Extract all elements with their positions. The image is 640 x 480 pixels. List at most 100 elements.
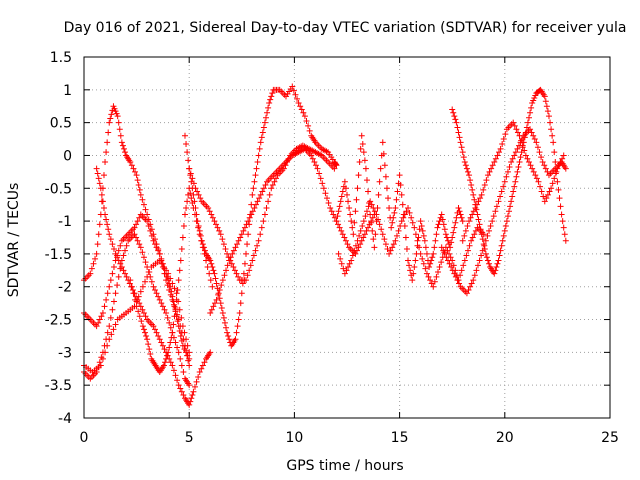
data-point — [114, 113, 121, 120]
data-point — [217, 231, 224, 238]
data-point — [252, 172, 259, 179]
data-point — [229, 250, 236, 257]
data-point — [87, 270, 94, 277]
data-point — [127, 159, 134, 166]
data-point — [324, 195, 331, 202]
data-point — [205, 204, 212, 211]
data-point — [219, 277, 226, 284]
data-point — [177, 332, 184, 339]
x-tick-label: 5 — [185, 430, 194, 446]
data-point — [259, 129, 266, 136]
data-point — [179, 234, 186, 241]
data-point — [499, 237, 506, 244]
data-point — [88, 265, 95, 272]
data-point — [112, 290, 119, 297]
data-point — [501, 178, 508, 185]
data-point — [367, 198, 374, 205]
data-point — [128, 162, 135, 169]
data-point — [338, 260, 345, 267]
data-point — [201, 359, 208, 366]
data-point — [328, 208, 335, 215]
data-point — [500, 232, 507, 239]
data-point — [213, 280, 220, 287]
data-point — [245, 218, 252, 225]
data-point — [171, 285, 178, 292]
data-point — [118, 264, 125, 271]
data-point — [219, 309, 226, 316]
data-point — [102, 211, 109, 218]
data-point — [530, 132, 537, 139]
data-point — [244, 272, 251, 279]
data-point — [226, 257, 233, 264]
data-point — [471, 272, 478, 279]
data-point — [544, 108, 551, 115]
data-point — [368, 201, 375, 208]
series-arc-8 — [186, 142, 338, 284]
data-point — [376, 221, 383, 228]
data-point — [337, 255, 344, 262]
data-point — [370, 204, 377, 211]
data-point — [133, 234, 140, 241]
data-point — [417, 250, 424, 257]
data-point — [195, 223, 202, 230]
data-point — [461, 159, 468, 166]
data-point — [414, 237, 421, 244]
data-point — [162, 359, 169, 366]
data-point — [319, 180, 326, 187]
data-point — [175, 277, 182, 284]
data-point — [161, 346, 168, 353]
data-point — [265, 198, 272, 205]
data-point — [207, 309, 214, 316]
data-point — [309, 155, 316, 162]
data-point — [351, 219, 358, 226]
data-point — [255, 152, 262, 159]
data-point — [175, 349, 182, 356]
data-point — [169, 362, 176, 369]
data-point — [392, 237, 399, 244]
data-point — [185, 357, 192, 364]
data-point — [232, 336, 239, 343]
data-point — [160, 362, 167, 369]
data-point — [187, 170, 194, 177]
data-point — [208, 211, 215, 218]
data-point — [139, 196, 146, 203]
data-point — [357, 241, 364, 248]
data-point — [560, 152, 567, 159]
data-point — [131, 224, 138, 231]
data-point — [140, 254, 147, 261]
x-tick-label: 0 — [80, 430, 89, 446]
data-point — [527, 126, 534, 133]
data-point — [208, 306, 215, 313]
data-point — [381, 236, 388, 243]
data-point — [233, 329, 240, 336]
series-arc-10 — [333, 132, 466, 284]
data-point — [238, 290, 245, 297]
data-point — [525, 159, 532, 166]
data-point — [412, 231, 419, 238]
data-point — [502, 131, 509, 138]
data-point — [463, 165, 470, 172]
data-point — [169, 329, 176, 336]
data-point — [449, 234, 456, 241]
data-point — [499, 140, 506, 147]
data-point — [110, 298, 117, 305]
data-point — [269, 181, 276, 188]
data-point — [178, 362, 185, 369]
data-point — [103, 216, 110, 223]
data-point — [114, 254, 121, 261]
data-point — [470, 208, 477, 215]
data-point — [142, 206, 149, 213]
data-point — [336, 203, 343, 210]
data-point — [144, 273, 151, 280]
data-point — [436, 218, 443, 225]
data-point — [118, 139, 125, 146]
x-tick-label: 20 — [496, 430, 514, 446]
data-point — [341, 178, 348, 185]
data-point — [473, 201, 480, 208]
data-point — [510, 119, 517, 126]
data-point — [533, 139, 540, 146]
data-point — [452, 116, 459, 123]
data-point — [457, 211, 464, 218]
data-point — [142, 329, 149, 336]
data-point — [153, 244, 160, 251]
